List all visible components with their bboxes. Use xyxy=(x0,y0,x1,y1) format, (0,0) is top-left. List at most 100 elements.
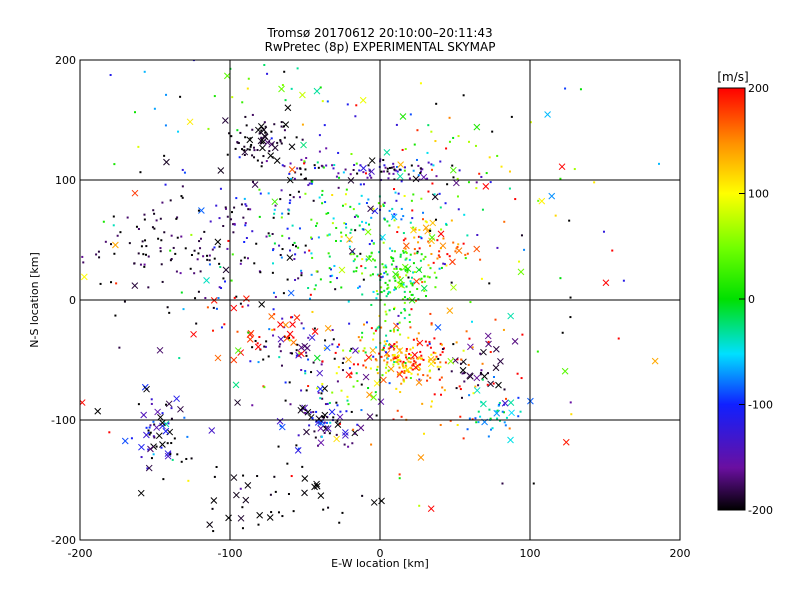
x-marker-stroke xyxy=(266,514,274,521)
scatter-dot xyxy=(258,336,261,339)
scatter-x-marker xyxy=(507,312,515,320)
scatter-dot xyxy=(148,433,151,436)
scatter-dot xyxy=(295,349,298,352)
scatter-x-marker xyxy=(466,372,474,379)
scatter-dot xyxy=(152,209,155,212)
scatter-dot xyxy=(519,410,522,413)
scatter-dot xyxy=(283,70,286,73)
x-marker-stroke xyxy=(157,413,164,421)
scatter-dot xyxy=(342,171,345,174)
scatter-dot xyxy=(215,307,218,310)
scatter-dot xyxy=(341,361,344,364)
scatter-dot xyxy=(308,249,311,252)
scatter-dot xyxy=(439,365,442,368)
scatter-dot xyxy=(290,475,293,478)
scatter-dot xyxy=(241,148,244,151)
scatter-dot xyxy=(407,360,410,363)
scatter-dot xyxy=(340,235,343,238)
x-marker-stroke xyxy=(112,241,119,249)
scatter-dot xyxy=(370,303,373,306)
scatter-dot xyxy=(352,428,355,431)
scatter-dot xyxy=(248,148,251,151)
scatter-dot xyxy=(410,164,413,167)
scatter-dot xyxy=(438,378,441,381)
scatter-dot xyxy=(281,515,284,518)
scatter-dot xyxy=(375,359,378,362)
x-marker-stroke xyxy=(501,399,509,407)
scatter-x-marker xyxy=(214,238,222,246)
scatter-dot xyxy=(404,364,407,367)
scatter-dot xyxy=(455,247,458,250)
scatter-dot xyxy=(258,188,261,191)
scatter-dot xyxy=(281,234,284,237)
scatter-dot xyxy=(333,164,336,167)
scatter-x-marker xyxy=(289,321,296,328)
x-marker-stroke xyxy=(427,355,435,363)
scatter-dot xyxy=(247,304,250,307)
scatter-dot xyxy=(374,266,377,269)
scatter-dot xyxy=(269,493,272,496)
scatter-dot xyxy=(345,188,348,191)
scatter-x-marker xyxy=(415,266,423,274)
scatter-dot xyxy=(241,101,244,104)
scatter-dot xyxy=(272,248,275,251)
scatter-dot xyxy=(263,345,266,348)
scatter-dot xyxy=(381,275,384,278)
x-marker-stroke xyxy=(366,413,374,420)
scatter-dot xyxy=(376,365,379,368)
scatter-dot xyxy=(418,356,421,359)
scatter-dot xyxy=(284,99,287,102)
scatter-dot xyxy=(385,371,388,374)
scatter-dot xyxy=(273,212,276,215)
scatter-dot xyxy=(387,354,390,357)
scatter-dot xyxy=(307,184,310,187)
scatter-dot xyxy=(435,276,438,279)
scatter-dot xyxy=(319,397,322,400)
scatter-dot xyxy=(159,247,162,250)
scatter-dot xyxy=(430,163,433,166)
scatter-dot xyxy=(406,297,409,300)
scatter-dot xyxy=(309,293,312,296)
scatter-dot xyxy=(412,362,415,365)
x-marker-stroke xyxy=(286,330,294,338)
scatter-dot xyxy=(383,201,386,204)
scatter-dot xyxy=(305,389,308,392)
scatter-dot xyxy=(279,343,282,346)
scatter-dot xyxy=(316,161,319,164)
scatter-dot xyxy=(153,436,156,439)
scatter-dot xyxy=(520,234,523,237)
scatter-dot xyxy=(462,242,465,245)
scatter-dot xyxy=(337,172,340,175)
x-marker-stroke xyxy=(336,413,344,421)
scatter-dot xyxy=(413,360,416,363)
scatter-dot xyxy=(170,258,173,261)
scatter-dot xyxy=(176,216,179,219)
scatter-dot xyxy=(272,249,275,252)
x-marker-stroke xyxy=(217,167,225,174)
scatter-dot xyxy=(325,164,328,167)
scatter-dot xyxy=(137,252,140,255)
scatter-dot xyxy=(296,167,299,170)
scatter-dot xyxy=(304,244,307,247)
scatter-dot xyxy=(291,243,294,246)
scatter-dot xyxy=(152,453,155,456)
scatter-dot xyxy=(489,181,492,184)
x-marker-stroke xyxy=(410,226,417,234)
scatter-dot xyxy=(385,266,388,269)
scatter-dot xyxy=(190,253,193,256)
x-marker-stroke xyxy=(364,228,372,236)
scatter-dot xyxy=(409,253,412,256)
scatter-dot xyxy=(393,330,396,333)
scatter-dot xyxy=(274,204,277,207)
scatter-dot xyxy=(368,243,371,246)
scatter-dot xyxy=(145,245,148,248)
scatter-dot xyxy=(407,336,410,339)
scatter-x-marker xyxy=(473,245,481,253)
scatter-dot xyxy=(427,124,430,127)
scatter-dot xyxy=(161,280,164,283)
scatter-dot xyxy=(328,401,331,404)
scatter-x-marker xyxy=(164,450,172,457)
scatter-dot xyxy=(328,255,331,258)
scatter-dot xyxy=(260,136,263,139)
